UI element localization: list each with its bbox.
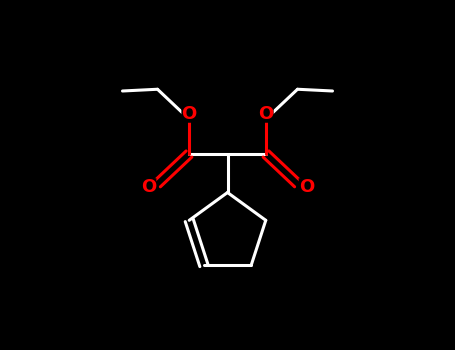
Text: O: O	[182, 105, 197, 123]
Text: O: O	[141, 178, 157, 196]
Text: O: O	[258, 105, 273, 123]
Text: O: O	[298, 178, 314, 196]
